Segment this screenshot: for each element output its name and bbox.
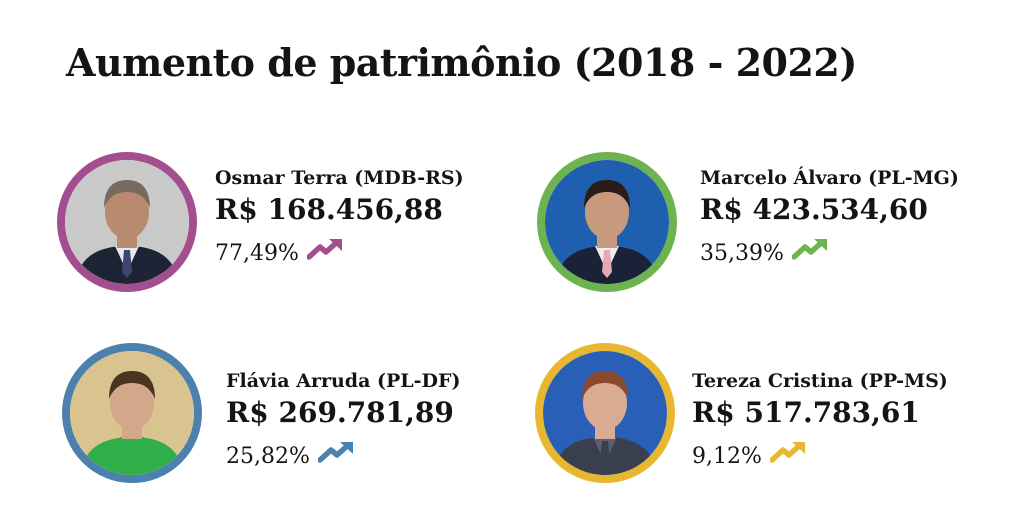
wealth-amount: R$ 517.783,61 xyxy=(692,396,920,429)
trend-up-arrow-icon xyxy=(762,441,806,472)
person-name: Marcelo Álvaro (PL-MG) xyxy=(700,167,959,189)
trend-up-arrow-icon xyxy=(784,238,828,269)
percent-change: 9,12% xyxy=(692,443,762,469)
wealth-amount: R$ 168.456,88 xyxy=(215,193,443,226)
percent-change: 77,49% xyxy=(215,240,299,266)
person-name: Tereza Cristina (PP-MS) xyxy=(692,370,948,392)
trend-up-arrow-icon xyxy=(310,441,354,472)
person-name: Osmar Terra (MDB-RS) xyxy=(215,167,464,189)
person-name: Flávia Arruda (PL-DF) xyxy=(226,370,461,392)
percent-change: 25,82% xyxy=(226,443,310,469)
wealth-amount: R$ 423.534,60 xyxy=(700,193,928,226)
percent-change: 35,39% xyxy=(700,240,784,266)
page-title: Aumento de patrimônio (2018 - 2022) xyxy=(66,40,857,85)
trend-up-arrow-icon xyxy=(299,238,343,269)
avatar xyxy=(535,343,675,483)
avatar xyxy=(57,152,197,292)
avatar xyxy=(537,152,677,292)
wealth-amount: R$ 269.781,89 xyxy=(226,396,454,429)
avatar xyxy=(62,343,202,483)
